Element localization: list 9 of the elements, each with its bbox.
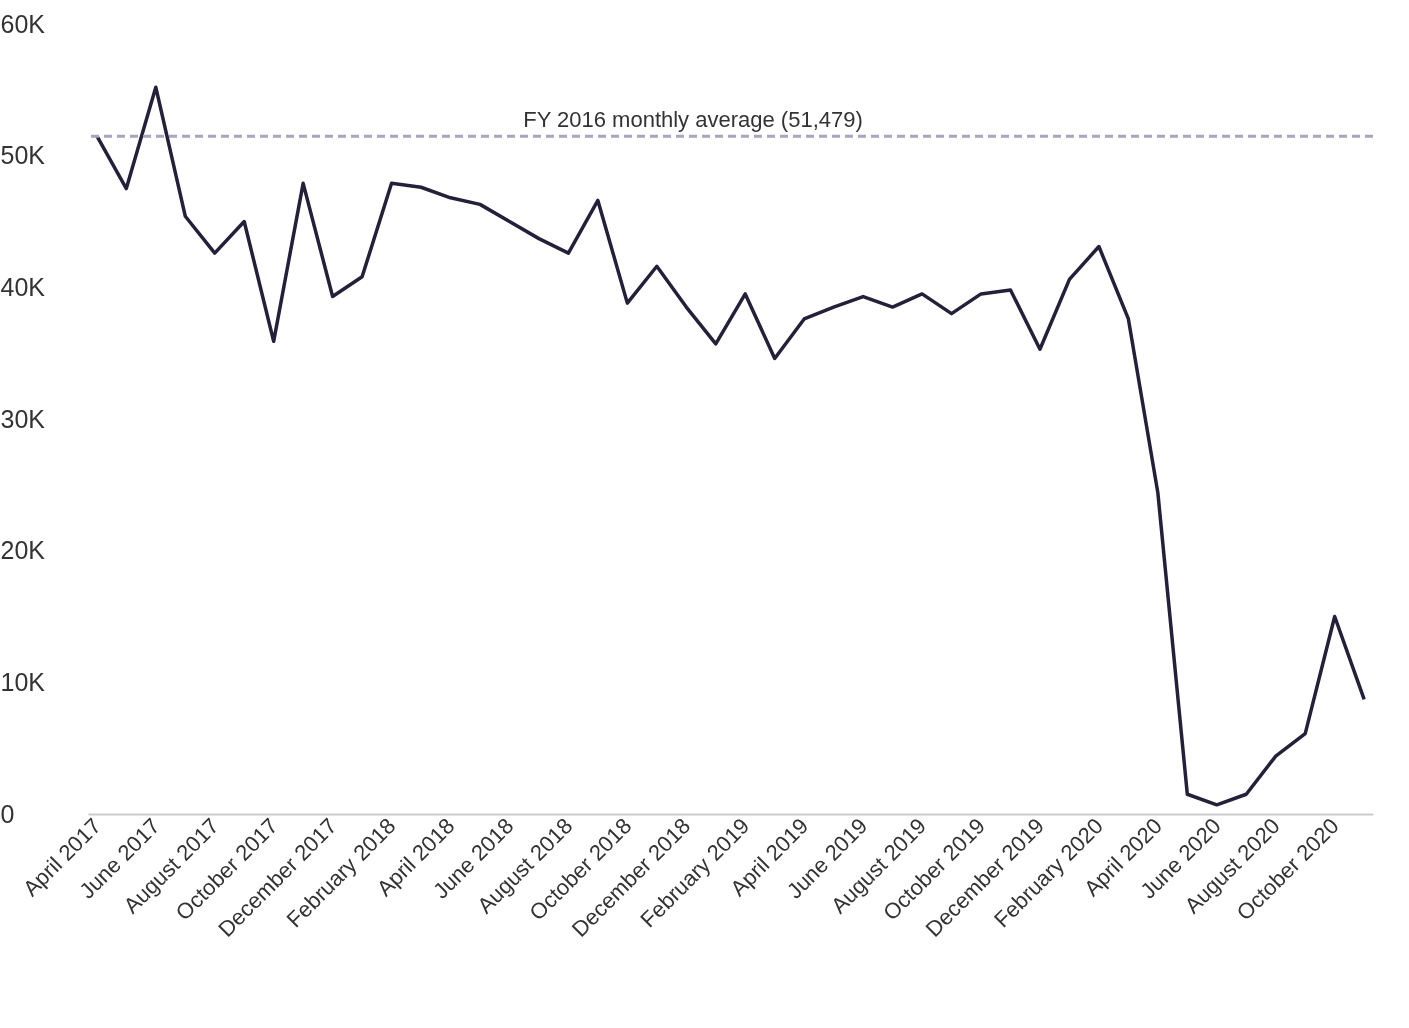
ref-line-label: FY 2016 monthly average (51,479) [523, 107, 863, 133]
y-tick-label: 50K [0, 141, 46, 170]
y-tick-label: 10K [0, 667, 46, 696]
y-tick-label: 0 [0, 799, 15, 828]
y-tick-label: 30K [0, 404, 46, 433]
line-series [95, 85, 1366, 807]
y-tick-label: 60K [0, 9, 46, 38]
y-tick-label: 40K [0, 272, 46, 301]
y-tick-label: 20K [0, 536, 46, 565]
